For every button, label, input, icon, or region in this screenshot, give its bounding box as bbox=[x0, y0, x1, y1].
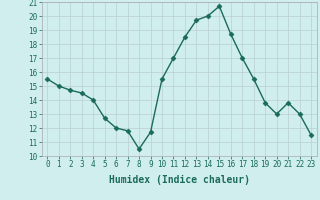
X-axis label: Humidex (Indice chaleur): Humidex (Indice chaleur) bbox=[109, 175, 250, 185]
